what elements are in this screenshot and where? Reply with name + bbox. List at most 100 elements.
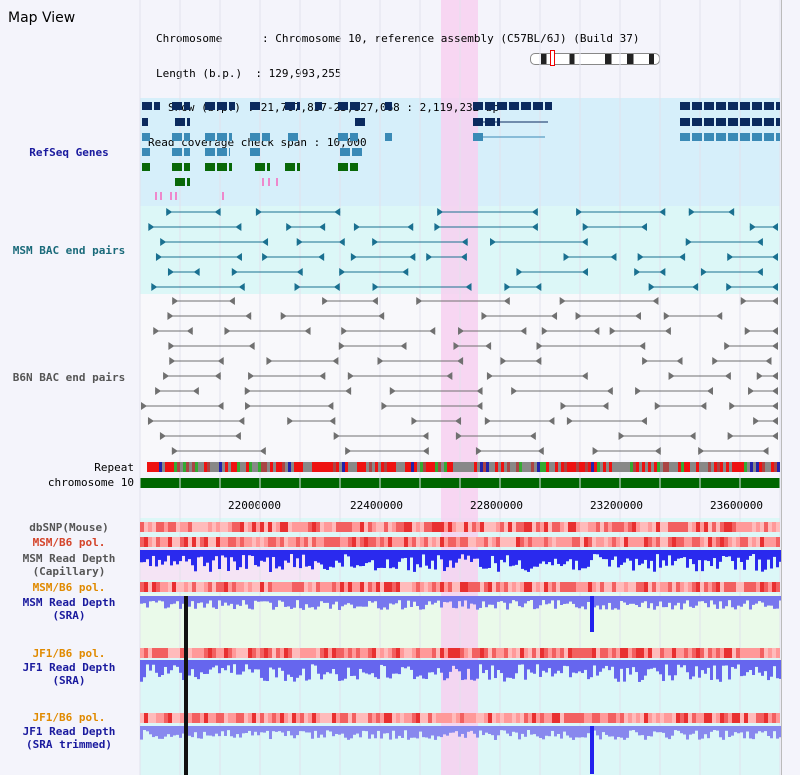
dbsnp-bar — [352, 522, 356, 532]
gene-marker — [160, 192, 162, 200]
repeat-segment — [444, 462, 447, 472]
msm-sra-depth-bar — [275, 596, 278, 607]
repeat-segment — [285, 462, 288, 472]
gene-marker — [276, 178, 278, 186]
jf1-b6-pol-bar — [448, 648, 452, 658]
gene-exon — [142, 148, 150, 156]
jf1-sra-depth-bar — [719, 660, 722, 682]
gene-exon — [250, 133, 260, 141]
msm-b6-pol2-bar — [480, 582, 484, 592]
msm-sra-depth-bar — [728, 596, 731, 601]
jf1-sra-depth-bar — [416, 660, 419, 677]
msm-b6-pol-bar — [584, 537, 588, 547]
msm-b6-pol-bar — [568, 537, 572, 547]
jf1-b6-pol2-bar — [616, 713, 620, 723]
msm-capillary-depth-bar — [470, 550, 473, 562]
jf1-b6-pol-bar — [692, 648, 696, 658]
msm-sra-depth-bar — [182, 596, 185, 604]
repeat-segment — [720, 462, 723, 472]
msm-b6-pol-bar — [768, 537, 772, 547]
b6n-bac-pair-end — [167, 312, 174, 320]
msm-bac-pair-end — [581, 268, 588, 276]
jf1-b6-pol2-bar — [536, 713, 540, 723]
coverage-value: 10,000 — [326, 135, 367, 149]
msm-capillary-depth-bar — [365, 550, 368, 564]
b6n-bac-pair-end — [664, 327, 671, 335]
msm-sra-depth-bar — [674, 596, 677, 606]
gene-exon — [175, 178, 185, 186]
repeat-segment — [570, 462, 573, 472]
msm-capillary-depth-bar — [638, 550, 641, 566]
msm-bac-pair-end — [490, 238, 497, 246]
jf1-trim-depth-bar — [344, 726, 347, 738]
jf1-b6-pol2-bar — [508, 713, 512, 723]
b6n-bac-pair-end — [446, 372, 453, 380]
b6n-bac-pair-end — [329, 417, 336, 425]
msm-capillary-depth-bar — [173, 550, 176, 562]
dbsnp-bar — [524, 522, 528, 532]
jf1-b6-pol2-bar — [476, 713, 480, 723]
jf1-trim-depth-bar — [734, 726, 737, 733]
msm-b6-pol2-bar — [272, 582, 276, 592]
repeat-segment — [702, 462, 705, 472]
repeat-segment — [426, 462, 429, 472]
msm-bac-pair-end — [160, 238, 167, 246]
jf1-trim-depth-bar — [284, 726, 287, 737]
dbsnp-bar — [584, 522, 588, 532]
msm-b6-pol-bar — [448, 537, 452, 547]
gene-exon — [764, 133, 774, 141]
msm-capillary-depth-bar — [158, 550, 161, 560]
jf1-b6-pol-bar — [216, 648, 220, 658]
msm-b6-pol-bar — [168, 537, 172, 547]
dbsnp-bar — [280, 522, 284, 532]
jf1-b6-pol-bar — [652, 648, 656, 658]
jf1-b6-pol-bar — [712, 648, 716, 658]
msm-b6-pol2-bar — [440, 582, 444, 592]
gene-exon — [355, 118, 365, 126]
msm-b6-pol2-bar — [512, 582, 516, 592]
b6n-bac-pair-end — [592, 447, 599, 455]
dbsnp-bar — [656, 522, 660, 532]
jf1-sra-depth-bar — [698, 660, 701, 678]
b6n-bac-pair-end — [332, 357, 339, 365]
jf1-b6-pol-bar — [316, 648, 320, 658]
gene-exon — [250, 148, 260, 156]
msm-b6-pol2-bar — [772, 582, 776, 592]
msm-sra-depth-bar — [266, 596, 269, 602]
msm-sra-depth-bar — [761, 596, 764, 603]
jf1-sra-depth-bar — [326, 660, 329, 673]
repeat-segment — [219, 462, 222, 472]
repeat-segment — [582, 462, 585, 472]
jf1-sra-depth-bar — [620, 660, 623, 669]
dbsnp-bar — [292, 522, 296, 532]
b6n-bac-pair-end — [381, 402, 388, 410]
jf1-sra-depth-bar — [335, 660, 338, 675]
msm-b6-pol-bar — [284, 537, 288, 547]
repeat-segment — [192, 462, 195, 472]
jf1-trim-depth-bar — [221, 726, 224, 732]
gene-exon — [262, 133, 270, 141]
repeat-segment — [765, 462, 768, 472]
jf1-b6-pol-bar — [596, 648, 600, 658]
dbsnp-bar — [644, 522, 648, 532]
jf1-trim-depth-bar — [338, 726, 341, 735]
repeat-segment — [534, 462, 537, 472]
gene-exon — [255, 163, 265, 171]
msm-sra-depth-bar — [197, 596, 200, 604]
repeat-segment — [225, 462, 228, 472]
msm-capillary-depth-bar — [356, 550, 359, 566]
b6n-bac-pair-end — [756, 372, 763, 380]
b6n-bac-pair-end — [689, 432, 696, 440]
jf1-trim-depth-bar — [305, 726, 308, 733]
jf1-trim-depth-bar — [269, 726, 272, 740]
msm-b6-pol-bar — [572, 537, 576, 547]
msm-b6-pol2-bar — [496, 582, 500, 592]
jf1-trim-depth-bar — [287, 726, 290, 732]
gene-marker — [262, 178, 264, 186]
jf1-b6-pol2-bar — [348, 713, 352, 723]
msm-sra-depth-bar — [314, 596, 317, 610]
msm-sra-depth-bar — [215, 596, 218, 609]
jf1-trim-depth-bar — [578, 726, 581, 738]
jf1-sra-depth-bar — [641, 660, 644, 680]
